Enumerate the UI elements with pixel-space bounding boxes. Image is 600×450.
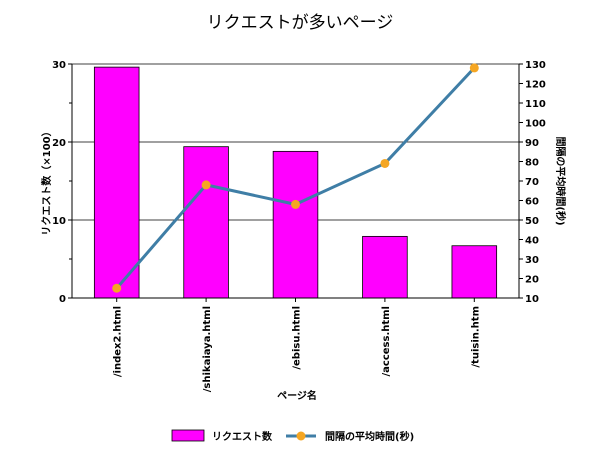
y-left-axis-label: リクエスト数（×100） (40, 126, 53, 235)
y-left-tick-label: 10 (52, 216, 66, 227)
y-right-tick-label: 40 (525, 236, 539, 247)
legend-swatch-marker (296, 431, 306, 441)
y-right-axis-label: 間隔の平均時間(秒) (554, 136, 567, 225)
y-right-tick-label: 70 (525, 177, 539, 188)
y-right-tick-label: 90 (525, 138, 539, 149)
x-tick-label: /tuisin.htm (470, 306, 481, 368)
line-point (201, 180, 211, 190)
y-right-tick-label: 110 (525, 99, 546, 110)
bar (362, 235, 408, 299)
x-tick-label: /access.html (381, 306, 392, 377)
y-left-tick-label: 20 (52, 138, 66, 149)
y-right-tick-label: 20 (525, 275, 539, 286)
legend: リクエスト数 間隔の平均時間(秒) (171, 429, 414, 443)
y-right-tick-label: 30 (525, 255, 539, 266)
y-right-tick-label: 50 (525, 216, 539, 227)
y-left-tick-label: 30 (52, 60, 66, 71)
x-axis-label: ページ名 (277, 389, 317, 402)
line-series (112, 63, 479, 293)
y-right-tick-label: 60 (525, 197, 539, 208)
y-right-tick-label: 100 (525, 119, 546, 130)
bar-series (93, 66, 498, 299)
chart-title: リクエストが多いページ (207, 13, 394, 33)
x-tick-label: /shikaiaya.html (202, 306, 213, 392)
line-point (469, 63, 479, 73)
y-right-tick-label: 80 (525, 158, 539, 169)
y-right-tick-label: 10 (525, 294, 539, 305)
x-tick-label: /ebisu.html (292, 306, 303, 370)
y-right-tick-label: 130 (525, 60, 546, 71)
bar (451, 245, 498, 299)
x-tick-label: /index2.html (113, 306, 124, 377)
bar (93, 66, 140, 299)
line-point (112, 283, 122, 293)
bar (272, 150, 319, 299)
line-point (380, 158, 390, 168)
x-axis-ticks: /index2.html/shikaiaya.html/ebisu.html/a… (113, 298, 481, 392)
y-right-tick-label: 120 (525, 80, 546, 91)
legend-label-line: 間隔の平均時間(秒) (325, 430, 414, 443)
left-axis-ticks: 0 10 20 30 (52, 60, 72, 305)
right-axis-ticks: 10 20 30 40 50 60 70 80 90 100 110 120 130 (519, 60, 546, 305)
bar (183, 146, 229, 299)
legend-swatch-bar (171, 429, 205, 442)
line-point (291, 199, 300, 209)
y-left-tick-label: 0 (59, 294, 66, 305)
legend-label-bar: リクエスト数 (212, 430, 273, 443)
